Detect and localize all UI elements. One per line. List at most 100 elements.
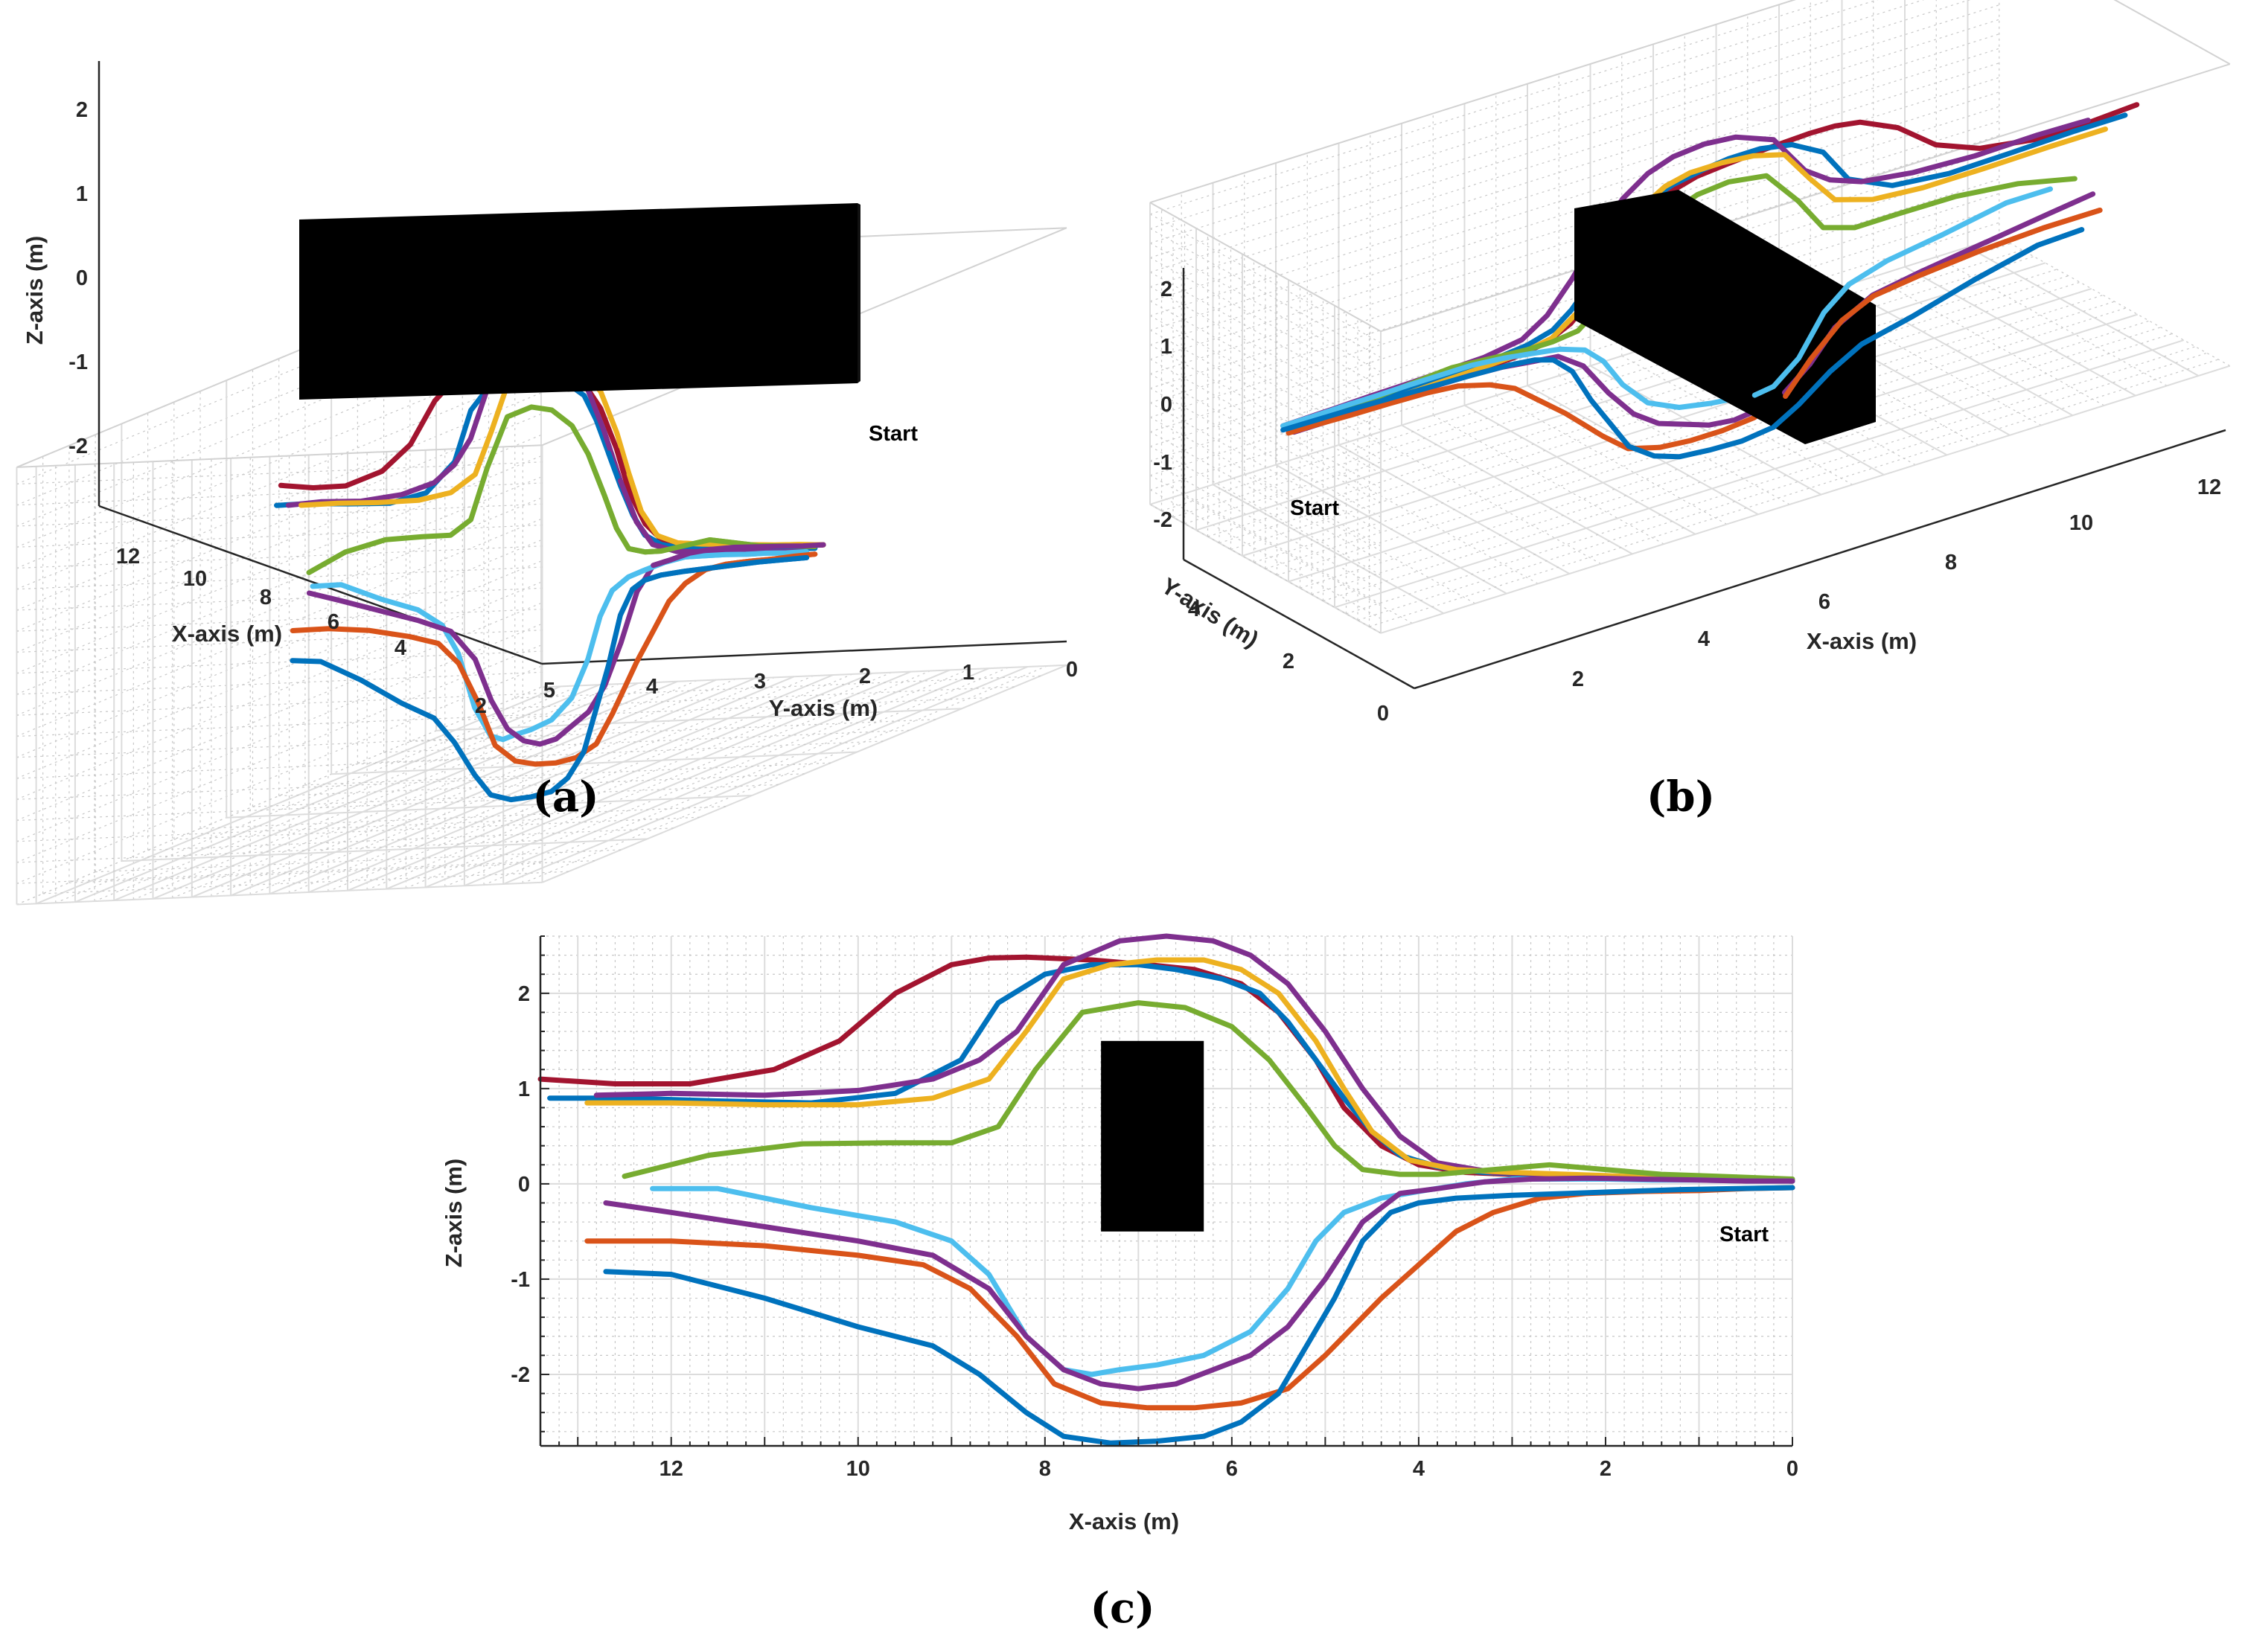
panel-a-z-ticks: 2 1 0 -1 -2 — [68, 98, 88, 458]
panel-c-y-tick: 2 — [518, 982, 530, 1006]
panel-c-chart: 12 10 8 6 4 2 0 210-1-2 X-axis (m) Z-axis (m) … — [441, 933, 1798, 1633]
panel-b-series-front-blue_lower — [1771, 227, 2085, 430]
panel-c-series-purple_lower — [603, 1175, 1795, 1392]
panel-b-grid-line — [1306, 454, 1539, 584]
panel-b-grid-line — [1904, 266, 2136, 397]
panel-b-x-axis-label: X-axis (m) — [1807, 628, 1917, 654]
panel-b-grid-line — [1149, 417, 1382, 547]
panel-b-grid-line — [1842, 286, 2073, 417]
panel-b-y-tick: 0 — [1377, 702, 1389, 726]
panel-c-x-ticks: 12 10 8 6 4 2 0 — [660, 1457, 1798, 1481]
panel-b-grid-line — [1181, 493, 1413, 624]
panel-a-grid-line — [42, 871, 569, 894]
panel-a-grid-line — [16, 545, 543, 569]
panel-c-series-blue_lower — [603, 1185, 1795, 1446]
panel-a-grid-line — [16, 881, 543, 906]
panel-a-trajectories-front — [585, 446, 826, 593]
panel-a-grid-line — [199, 806, 726, 829]
panel-b-grid-line — [1149, 344, 1382, 474]
panel-b-obstacle — [1574, 190, 1876, 444]
panel-a-y-tick: 2 — [859, 665, 871, 688]
panel-b-grid-line — [1149, 489, 1382, 619]
panel-c-x-tick: 4 — [1413, 1457, 1425, 1481]
panel-b-z-tick: 1 — [1160, 335, 1172, 359]
panel-b-y-tick: 4 — [1188, 598, 1200, 621]
panel-c-x-tick: 0 — [1786, 1457, 1798, 1481]
panel-a-grid-line — [252, 784, 779, 807]
panel-a-y-ticks: 5 4 3 2 1 0 — [543, 658, 1078, 702]
panel-c-x-tick: 2 — [1600, 1457, 1612, 1481]
panel-b-y-tick: 2 — [1283, 650, 1294, 673]
panel-c-y-tick: -2 — [511, 1363, 530, 1387]
panel-a-obstacle — [299, 203, 858, 400]
panel-a-z-tick: -2 — [68, 435, 88, 458]
panel-a-series-front-light_blue — [610, 548, 810, 593]
panel-a-grid-line — [331, 751, 858, 775]
panel-a-grid-line — [16, 671, 543, 695]
panel-b-label: (b) — [1647, 772, 1715, 822]
panel-b-x-tick: 8 — [1945, 551, 1957, 574]
panel-a-y-tick: 1 — [962, 661, 974, 685]
panel-c-x-tick: 8 — [1039, 1457, 1051, 1481]
panel-a-y-tick: 0 — [1066, 658, 1078, 682]
panel-b-x-tick: 2 — [1572, 667, 1584, 691]
panel-a-grid-line — [16, 860, 543, 884]
panel-b-z-tick: 2 — [1160, 278, 1172, 301]
panel-a-series-front-purple_lower — [651, 542, 826, 569]
panel-c-series-yellow — [584, 957, 1795, 1184]
panel-a-grid-line — [514, 675, 1041, 699]
panel-b-x-tick: 4 — [1698, 627, 1710, 651]
panel-c-y-axis-label: Z-axis (m) — [441, 1159, 467, 1267]
panel-a-grid-line — [269, 676, 795, 895]
panel-a-grid-line — [16, 692, 543, 716]
panel-c-y-tick: -1 — [511, 1268, 530, 1292]
panel-a-grid-line — [74, 684, 600, 903]
panel-b-grid-line — [1967, 246, 2199, 377]
panel-a-x-tick: 12 — [116, 545, 140, 569]
panel-a-x-tick: 6 — [328, 610, 339, 634]
panel-c-x-tick: 6 — [1226, 1457, 1238, 1481]
panel-a-z-tick: -1 — [68, 350, 88, 374]
panel-a-label: (a) — [532, 772, 598, 822]
panel-a-y-tick: 4 — [646, 675, 658, 699]
panel-a-grid-line — [16, 524, 543, 548]
panel-c-grid — [540, 935, 1793, 1446]
panel-c-start-label: Start — [1719, 1223, 1769, 1246]
panel-b-box-edge — [2113, 0, 2231, 65]
panel-a-series-front-blue_lower — [630, 554, 810, 592]
panel-b-x-tick: 12 — [2197, 476, 2221, 499]
panel-b-grid-line — [1558, 375, 1790, 505]
panel-a-y-tick: 5 — [543, 679, 555, 702]
panel-a-grid-line — [226, 795, 753, 819]
panel-a-grid-line — [462, 697, 989, 720]
panel-c-x-tick: 12 — [660, 1457, 683, 1481]
panel-a-x-tick: 8 — [260, 586, 272, 609]
panel-a-grid-line — [68, 860, 595, 883]
panel-c-x-axis-label: X-axis (m) — [1069, 1508, 1179, 1534]
panel-a-grid-line — [409, 719, 936, 743]
panel-a-grid-line — [357, 740, 884, 764]
panel-b-box-edge — [1149, 0, 1797, 204]
panel-b-box-edge — [1380, 63, 2231, 333]
panel-a-grid-line — [95, 849, 622, 873]
panel-a-y-tick: 3 — [754, 670, 766, 694]
panel-a-grid-line — [16, 734, 543, 758]
panel-b-start-label: Start — [1290, 496, 1339, 520]
panel-b-box-edge — [1149, 202, 1382, 333]
panel-b-x-ticks: 2 4 6 8 10 12 — [1572, 476, 2221, 691]
panel-a-x-axis-label: X-axis (m) — [172, 621, 282, 647]
panel-a-grid-line — [16, 587, 543, 611]
panel-a-grid-line — [16, 503, 543, 527]
panel-a-grid-line — [16, 839, 543, 863]
panel-a-y-axis-line — [541, 640, 1067, 665]
panel-c-label: (c) — [1090, 1584, 1155, 1633]
panel-b-grid-line — [1380, 365, 2231, 634]
panel-a-grid-line — [16, 819, 543, 842]
panel-b-grid-line — [1149, 243, 1382, 373]
panel-a-x-tick: 4 — [395, 636, 406, 660]
panel-b-grid-line — [1195, 262, 2046, 531]
panel-b-x-axis-line — [1414, 429, 2226, 690]
panel-b-grid-line — [1370, 435, 1602, 565]
panel-c-axes — [539, 935, 1793, 1447]
